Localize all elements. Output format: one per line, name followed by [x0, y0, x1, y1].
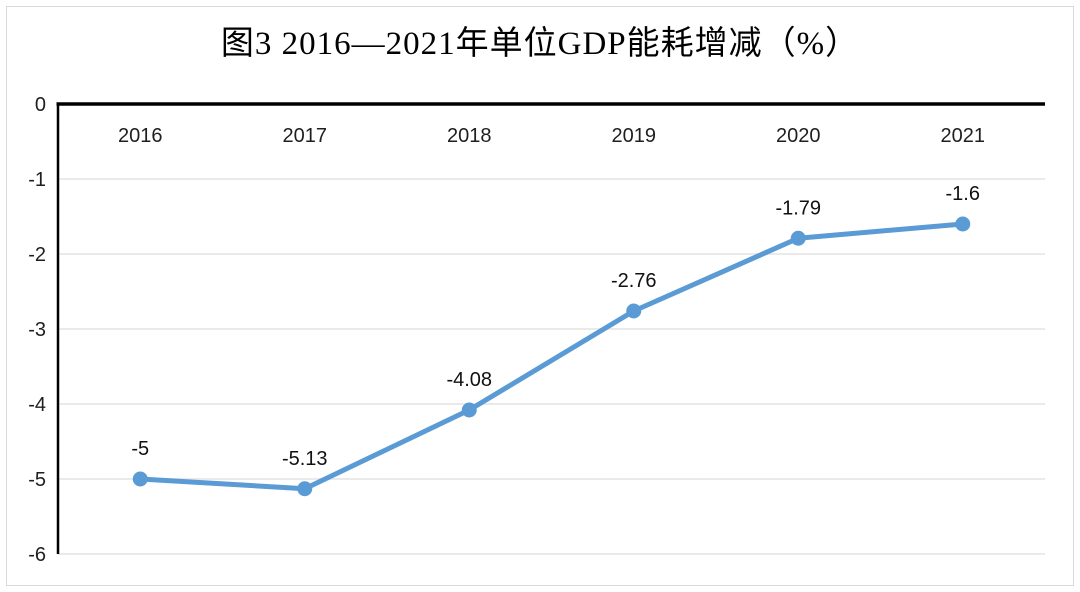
y-tick-label: -3 — [28, 319, 46, 341]
y-tick-label: -5 — [28, 469, 46, 491]
y-tick-label: -4 — [28, 394, 46, 416]
chart-title: 图3 2016—2021年单位GDP能耗增减（%） — [220, 26, 860, 62]
data-point-marker — [461, 402, 477, 418]
x-category-label: 2017 — [283, 125, 328, 147]
data-line — [137, 221, 966, 492]
y-tick-label: 0 — [35, 94, 46, 116]
y-tick-label: -1 — [28, 169, 46, 191]
data-point-marker — [790, 230, 806, 246]
x-category-label: 2018 — [447, 125, 492, 147]
x-category-label: 2019 — [612, 125, 657, 147]
data-label: -4.08 — [446, 369, 492, 391]
data-point-marker — [626, 303, 642, 319]
data-label: -1.79 — [775, 197, 821, 219]
data-point-marker — [132, 471, 148, 487]
data-point-marker — [297, 481, 313, 497]
y-tick-label: -2 — [28, 244, 46, 266]
data-label: -5.13 — [282, 448, 328, 470]
y-tick-label: -6 — [28, 544, 46, 566]
x-category-label: 2016 — [118, 125, 163, 147]
data-label: -2.76 — [611, 270, 657, 292]
data-point-marker — [955, 216, 971, 232]
x-category-label: 2021 — [941, 125, 986, 147]
data-label: -1.6 — [946, 183, 980, 205]
data-label: -5 — [131, 438, 149, 460]
x-category-label: 2020 — [776, 125, 821, 147]
